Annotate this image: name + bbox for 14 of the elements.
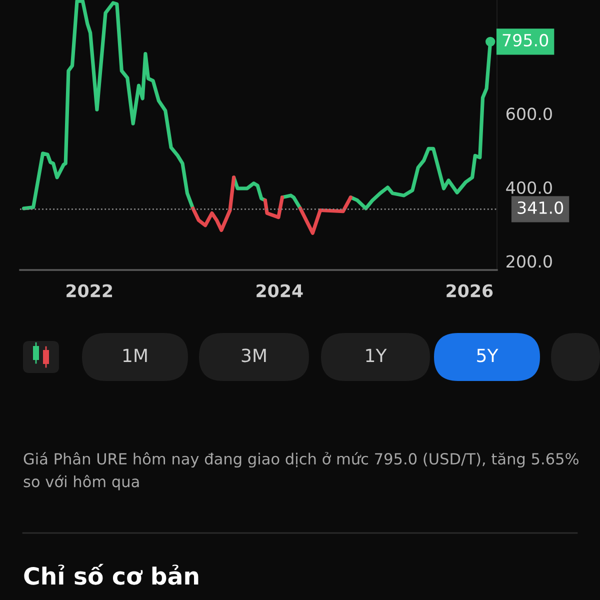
- y-tick-label: 200.0: [506, 255, 552, 268]
- text: 1Y: [366, 348, 387, 362]
- text: Chỉ số cơ bản: [24, 564, 198, 585]
- y-tick-label: 600.0: [506, 108, 552, 120]
- ref-line-label: 341.0: [518, 201, 564, 214]
- y-tick-label: 400.0: [506, 181, 552, 194]
- annotation: 795.0: [502, 34, 548, 47]
- text: 5Y: [477, 348, 498, 362]
- x-tick-label: 2024: [256, 284, 303, 298]
- x-tick-label: 2026: [446, 284, 493, 298]
- text: Giá Phân URE hôm nay đang giao dịch ở mức 795.0 (USD/T), tăng 5.65% so với hôm qua: [24, 452, 578, 490]
- x-tick-label: 2022: [66, 284, 112, 298]
- text: 3M: [242, 348, 266, 362]
- text: 1M: [123, 348, 147, 362]
